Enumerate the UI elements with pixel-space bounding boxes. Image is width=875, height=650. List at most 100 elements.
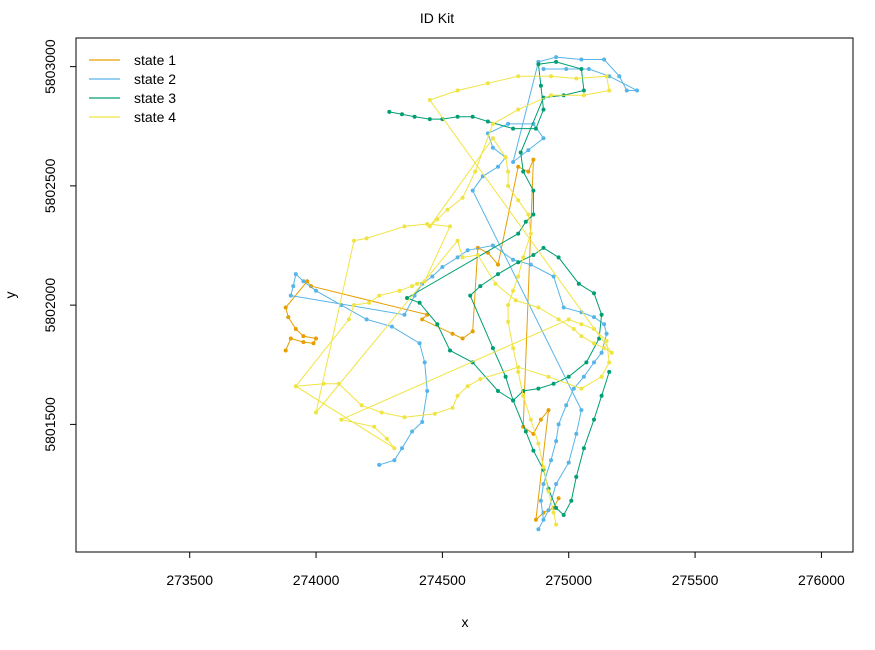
series-3-point — [455, 114, 460, 119]
series-4-point — [473, 169, 478, 174]
y-tick-label: 5802500 — [42, 158, 58, 213]
series-4-point — [506, 183, 511, 188]
series-3-point — [541, 107, 546, 112]
series-3-point — [531, 212, 536, 217]
series-2-point — [301, 279, 306, 284]
series-2-point — [624, 88, 629, 93]
series-4-point — [478, 377, 483, 382]
series-2-point — [465, 248, 470, 253]
series-3-point — [566, 374, 571, 379]
series-2-point — [420, 420, 425, 424]
series-4-point — [427, 224, 432, 229]
series-4-point — [549, 74, 553, 79]
series-1-point — [420, 317, 425, 322]
series-4-point — [536, 441, 541, 446]
series-1-point — [288, 336, 293, 341]
series-4-point — [516, 198, 521, 203]
series-2-point — [586, 67, 591, 71]
series-4-point — [293, 384, 298, 389]
legend-label: state 3 — [134, 90, 176, 106]
series-4-point — [465, 384, 470, 389]
series-2-point — [546, 508, 551, 513]
series-2-point — [554, 55, 559, 60]
series-4-point — [352, 303, 356, 308]
series-1 — [283, 157, 561, 522]
series-1-point — [283, 348, 288, 353]
legend: state 1 state 2 state 3 state 4 — [89, 52, 176, 125]
series-2-point — [410, 429, 415, 434]
series-2-point — [599, 350, 604, 355]
series-4-point — [549, 93, 553, 98]
series-2-point — [566, 460, 571, 465]
series-3-point — [387, 109, 392, 114]
series-2-point — [291, 284, 296, 289]
legend-label: state 4 — [134, 109, 176, 125]
legend-item: state 3 — [89, 90, 176, 106]
series-3-point — [554, 505, 559, 510]
chart-title: ID Kit — [420, 10, 454, 26]
series-4-point — [528, 417, 533, 422]
series-2-point — [400, 446, 404, 451]
series-1-point — [556, 496, 561, 501]
series-3-point — [485, 119, 490, 124]
x-tick-label: 274500 — [419, 572, 466, 588]
series-1-point — [538, 417, 543, 422]
series-2-point — [430, 274, 435, 279]
series-4-point — [485, 81, 490, 86]
series-4-point — [415, 281, 420, 286]
series-4-point — [511, 288, 516, 293]
series-2-point — [538, 498, 543, 503]
series-2-point — [592, 360, 596, 365]
series-2-point — [541, 482, 546, 486]
series-3-point — [599, 393, 604, 398]
series-3-point — [599, 312, 604, 317]
series-3-point — [496, 272, 500, 277]
series-2-point — [549, 458, 553, 463]
series-3 — [387, 59, 612, 517]
legend-item: state 4 — [89, 109, 176, 125]
series-1-point — [283, 305, 288, 310]
series-4-point — [346, 317, 351, 322]
series-2-point — [490, 145, 495, 150]
series-1-point — [533, 517, 538, 522]
series-2-point — [392, 458, 397, 463]
series-1-point — [496, 262, 500, 267]
series-1-point — [470, 329, 475, 334]
series-4-point — [402, 415, 407, 420]
x-axis: 273500 274000 274500 275000 275500 276000 — [166, 551, 845, 588]
series-1-point — [293, 327, 298, 331]
series-4-point — [455, 88, 460, 93]
series-4-point — [445, 207, 450, 212]
series-3-point — [490, 346, 495, 351]
series-4-point — [521, 393, 526, 398]
series-2-point — [541, 136, 546, 141]
x-tick-label: 276000 — [798, 572, 845, 588]
series-1-point — [516, 164, 521, 169]
legend-item: state 1 — [89, 52, 176, 68]
series-2-point — [564, 67, 569, 71]
series-3-point — [531, 448, 536, 453]
series-4-point — [490, 121, 495, 126]
series-2-point — [536, 527, 541, 532]
series-4-point — [475, 253, 480, 257]
series-1-point — [531, 431, 536, 436]
series-3-point — [581, 446, 586, 451]
series-3-point — [468, 293, 473, 298]
series-2-point — [490, 243, 495, 248]
series-3-point — [511, 398, 516, 403]
series-2-point — [592, 315, 596, 320]
series-4-point — [592, 341, 596, 346]
series-3-point — [518, 150, 523, 155]
series-4-point — [314, 410, 318, 415]
series-3-point — [607, 369, 612, 374]
series-3-point — [496, 389, 500, 393]
series-1-point — [460, 336, 465, 341]
series-4-point — [574, 76, 579, 81]
series-2-point — [389, 324, 394, 329]
legend-item: state 2 — [89, 71, 176, 87]
legend-label: state 1 — [134, 52, 176, 68]
series-3-point — [523, 219, 528, 224]
series-3-point — [435, 322, 440, 327]
series-1-point — [305, 279, 310, 284]
